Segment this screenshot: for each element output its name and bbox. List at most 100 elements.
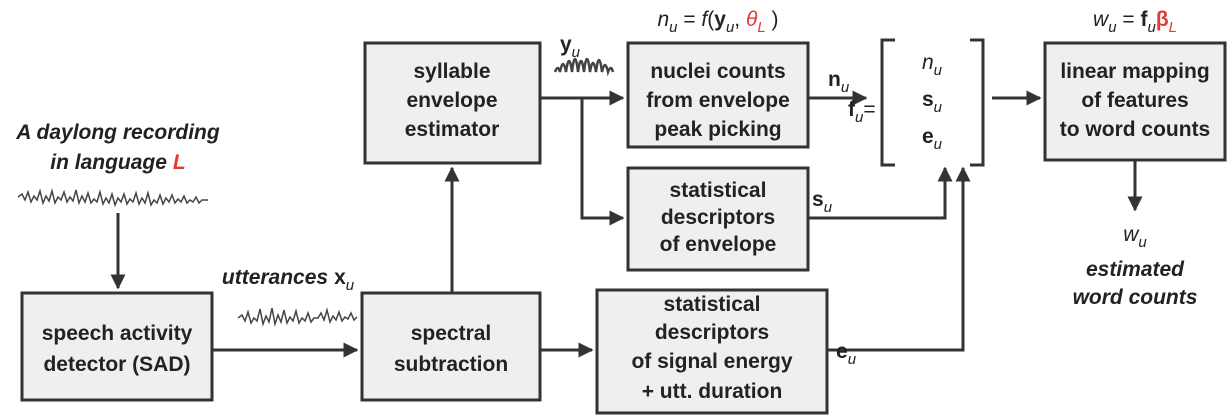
text-piece: peak picking <box>654 118 781 141</box>
text-piece: to word counts <box>1060 118 1211 141</box>
text-piece: u <box>346 277 355 294</box>
text-piece: n <box>657 8 669 31</box>
arrow <box>827 166 971 352</box>
text-piece: subtraction <box>394 353 508 376</box>
text-piece: envelope <box>406 89 497 112</box>
label: A daylong recording <box>15 121 220 144</box>
text-piece: f <box>1140 8 1148 31</box>
text-piece: L <box>1169 19 1177 36</box>
recording-waveform <box>17 188 208 208</box>
text-piece: spectral <box>411 322 492 345</box>
text-piece: syllable <box>413 60 490 83</box>
box-energy-stats <box>595 288 829 415</box>
box-syllable <box>363 41 542 165</box>
text-piece: L <box>173 151 186 174</box>
text-piece: of envelope <box>660 233 777 256</box>
label: detector (SAD) <box>43 353 190 376</box>
label: nu = f(yu, θL ) <box>657 8 778 37</box>
text-piece: nuclei counts <box>650 60 785 83</box>
text-piece: u <box>726 19 735 36</box>
box-spectral <box>360 291 542 402</box>
text-piece: y <box>560 33 572 56</box>
text-piece: w <box>1123 223 1140 246</box>
text-piece: u <box>934 136 943 153</box>
text-piece: u <box>841 79 850 96</box>
text-piece: word counts <box>1073 286 1198 309</box>
label: statistical <box>664 293 761 316</box>
label: fu= <box>848 98 876 127</box>
text-piece: from envelope <box>646 89 790 112</box>
label: speech activity <box>42 322 193 345</box>
label: eu <box>836 340 857 369</box>
label: wu <box>1123 223 1147 252</box>
texts: speech activity detector (SAD) spectral sub… <box>15 8 1210 403</box>
text-piece: utterances <box>222 266 328 289</box>
text-piece: x <box>334 266 346 289</box>
text-piece: f <box>701 8 709 31</box>
text-piece: e <box>922 125 934 148</box>
text-piece: ) <box>766 8 779 31</box>
label: subtraction <box>394 353 508 376</box>
label: utterances xu <box>222 266 355 295</box>
text-piece: u <box>669 19 678 36</box>
text-piece: n <box>922 51 934 74</box>
label: su <box>812 188 833 217</box>
label: of signal energy <box>631 350 792 373</box>
text-piece: β <box>1156 8 1169 31</box>
label: su <box>922 88 943 117</box>
text-piece: statistical <box>670 179 767 202</box>
text-piece: statistical <box>664 293 761 316</box>
text-piece: of signal energy <box>631 350 792 373</box>
label: yu <box>560 33 581 62</box>
text-piece: estimator <box>405 118 500 141</box>
text-piece: of features <box>1081 89 1188 112</box>
arrow <box>808 166 953 220</box>
text-piece: u <box>572 44 581 61</box>
label: spectral <box>411 322 492 345</box>
label: linear mapping <box>1060 60 1209 83</box>
text-piece: descriptors <box>655 321 769 344</box>
text-piece: u <box>1138 234 1147 251</box>
text-piece: n <box>828 68 841 91</box>
text-piece: speech activity <box>42 322 193 345</box>
text-piece: u <box>1147 19 1156 36</box>
text-piece: s <box>922 88 934 111</box>
text-piece: = <box>1117 8 1141 31</box>
box-nuclei <box>626 41 810 149</box>
label: nuclei counts <box>650 60 785 83</box>
text-piece: = <box>863 98 875 121</box>
label: of envelope <box>660 233 777 256</box>
text-piece: u <box>934 99 943 116</box>
envelope-waveform <box>553 57 615 77</box>
text-piece: L <box>757 19 765 36</box>
label: estimated <box>1086 258 1185 281</box>
text-piece: y <box>714 8 726 31</box>
label: of features <box>1081 89 1188 112</box>
label: wu = fuβL <box>1093 8 1177 37</box>
text-piece: linear mapping <box>1060 60 1209 83</box>
waveforms <box>17 57 615 327</box>
boxes <box>20 41 1227 415</box>
text-piece: w <box>1093 8 1110 31</box>
label: envelope <box>406 89 497 112</box>
label: eu <box>922 125 943 154</box>
text-piece: u <box>855 109 864 126</box>
arrow <box>580 98 625 226</box>
text-piece: θ <box>746 8 758 31</box>
label: nu <box>922 51 943 80</box>
text-piece: A daylong recording <box>15 121 220 144</box>
text-piece: , <box>734 8 746 31</box>
box-sad <box>20 291 214 402</box>
text-piece: e <box>836 340 848 363</box>
text-piece: detector (SAD) <box>43 353 190 376</box>
text-piece: u <box>934 62 943 79</box>
text-piece: f <box>848 98 856 121</box>
utterance-waveform <box>237 307 358 327</box>
label: statistical <box>670 179 767 202</box>
label: descriptors <box>655 321 769 344</box>
label: from envelope <box>646 89 790 112</box>
text-piece: u <box>824 199 833 216</box>
label: in language L <box>50 151 186 174</box>
label: word counts <box>1073 286 1198 309</box>
